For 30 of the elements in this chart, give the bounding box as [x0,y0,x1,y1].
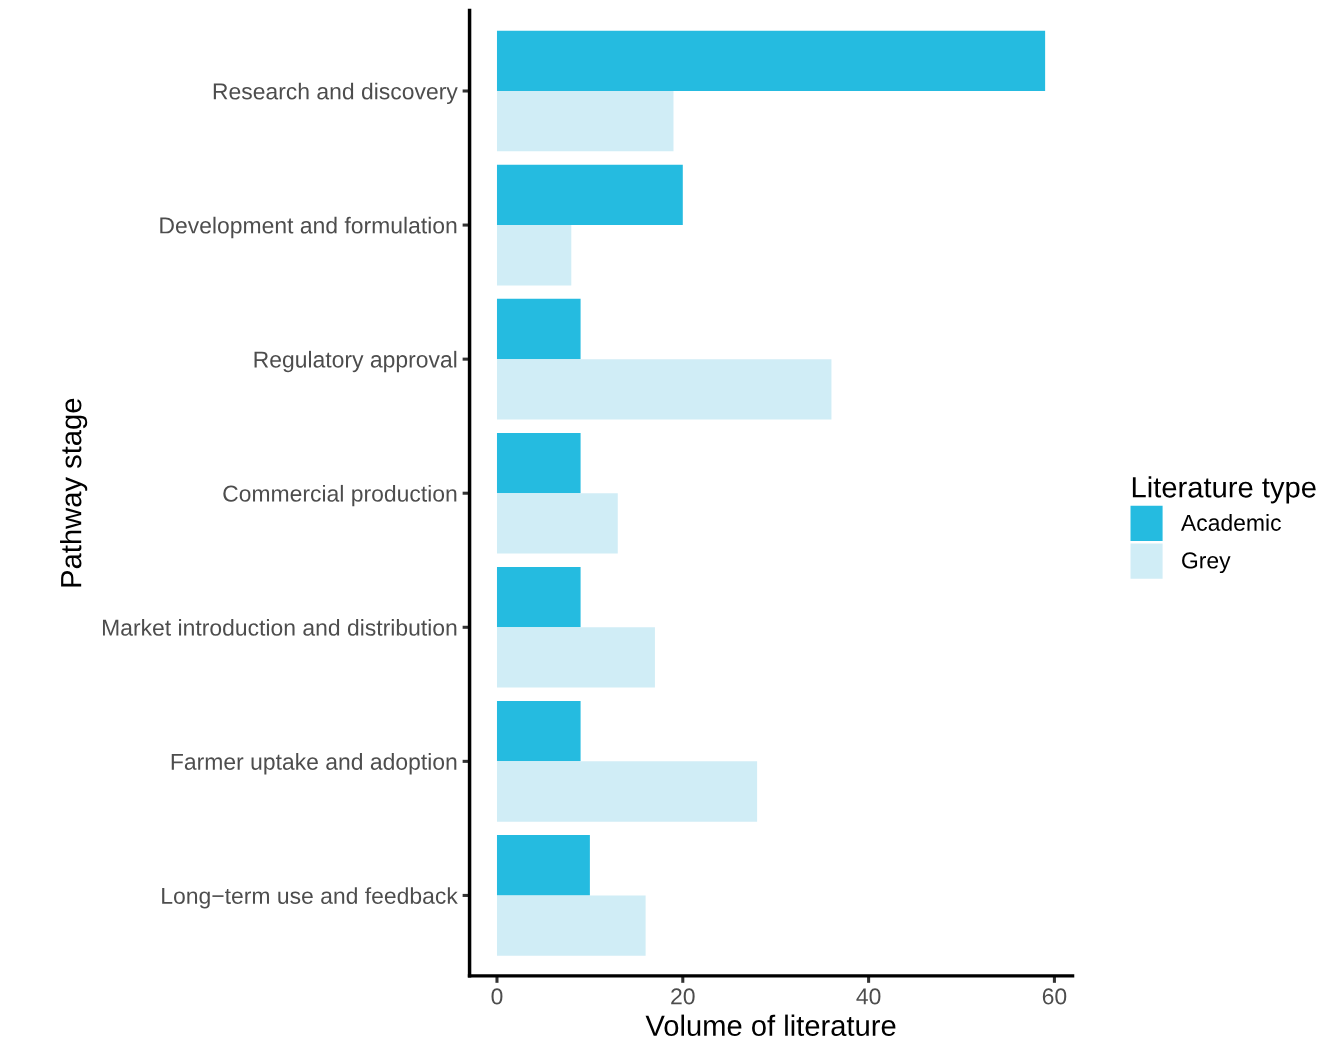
y-tick-label: Commercial production [223,484,457,507]
x-tick-label: 60 [1042,988,1067,1005]
bar [496,761,758,822]
legend-label: Grey [1182,552,1231,574]
bar [496,298,581,360]
y-tick-label: Farmer uptake and adoption [171,753,457,775]
y-axis-title: Pathway stage [60,398,88,587]
y-tick-label: Research and discovery [213,82,458,105]
x-tick-label: 20 [671,988,695,1005]
bar [496,627,655,688]
legend-title: Literature type [1132,476,1316,504]
bar [496,432,581,494]
y-tick-label: Market introduction and distribution [102,618,457,636]
bar [496,895,646,956]
bar [496,359,832,420]
bar [496,701,581,762]
bar [496,835,590,896]
bar [496,566,581,628]
x-tick-label: 40 [856,988,881,1005]
bar [496,90,674,152]
x-axis-title: Volume of literature [645,1014,896,1037]
bar [496,225,572,286]
legend-label: Academic [1180,514,1281,531]
y-tick-label: Development and formulation [160,216,457,239]
y-tick-label: Long−term use and feedback [162,887,458,909]
bar [496,164,683,226]
y-tick-label: Regulatory approval [254,350,457,373]
x-tick-label: 0 [491,988,503,1005]
bar [496,493,618,554]
bar [496,30,1046,91]
